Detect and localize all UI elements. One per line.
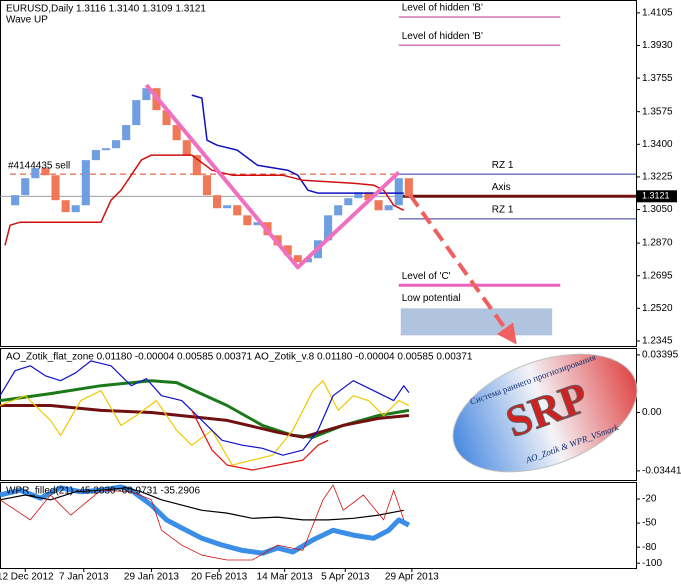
x-tick-label: 7 Jan 2013 bbox=[59, 572, 109, 583]
y-tick-label: 0.00 bbox=[642, 407, 662, 418]
price-bar bbox=[394, 178, 403, 206]
y-tick-label: -50 bbox=[642, 518, 657, 529]
y-tick-label: 1.3575 bbox=[642, 106, 673, 117]
price-bar bbox=[192, 155, 201, 176]
price-bar bbox=[384, 205, 393, 211]
y-tick-label: 1.3930 bbox=[642, 40, 673, 51]
price-bar bbox=[253, 222, 262, 226]
price-bar bbox=[81, 160, 90, 206]
price-bar bbox=[41, 168, 50, 176]
indicator-line bbox=[191, 410, 329, 471]
price-bar bbox=[334, 205, 343, 216]
level-label: Level of hidden 'B' bbox=[402, 31, 483, 42]
price-bar bbox=[354, 192, 363, 199]
annotation: #4144435 sell bbox=[8, 160, 70, 171]
y-tick-label: 1.3225 bbox=[642, 172, 673, 183]
y-tick-label: 1.2520 bbox=[642, 303, 673, 314]
level-label: Level of 'C' bbox=[402, 271, 451, 282]
level-label: Axis bbox=[492, 182, 511, 193]
y-tick-label: 1.3400 bbox=[642, 139, 673, 150]
indicator-line bbox=[0, 360, 410, 456]
indicator-line bbox=[0, 484, 405, 561]
current-price-box bbox=[637, 190, 677, 203]
price-bar bbox=[223, 205, 232, 209]
y-tick-label: -100 bbox=[642, 558, 662, 569]
x-tick-label: 29 Jan 2013 bbox=[124, 572, 179, 583]
price-bar bbox=[213, 195, 222, 209]
price-bar bbox=[283, 245, 292, 256]
price-bar bbox=[31, 168, 40, 179]
y-tick-label: -80 bbox=[642, 542, 657, 553]
price-bar bbox=[344, 198, 353, 206]
current-price-label: 1.3121 bbox=[642, 191, 670, 201]
price-bar bbox=[21, 178, 30, 196]
price-bar bbox=[61, 200, 70, 213]
panel-frame bbox=[0, 0, 637, 347]
panel-title: AO_Zotik_flat_zone 0.01180 -0.00004 0.00… bbox=[6, 352, 473, 363]
x-tick-label: 14 Mar 2013 bbox=[257, 572, 314, 583]
low-potential-zone bbox=[400, 308, 553, 336]
y-tick-label: 1.3755 bbox=[642, 73, 673, 84]
panel-frame bbox=[0, 348, 637, 481]
price-bar bbox=[91, 150, 100, 161]
price-bar bbox=[112, 140, 121, 149]
indicator-line bbox=[0, 487, 404, 521]
y-tick-label: -20 bbox=[642, 494, 657, 505]
panel-title: WPR_filled(21) -45.2830 -60.9731 -35.290… bbox=[6, 486, 200, 497]
x-tick-label: 5 Apr 2013 bbox=[321, 572, 370, 583]
price-bar bbox=[404, 178, 413, 197]
price-bar bbox=[293, 255, 302, 263]
indicator-line bbox=[144, 83, 401, 270]
price-bar bbox=[172, 125, 181, 141]
price-bar bbox=[162, 110, 171, 126]
price-bar bbox=[243, 215, 252, 226]
panel-frame bbox=[0, 482, 637, 569]
zone-label: Low potential bbox=[402, 293, 461, 304]
forecast-arrow bbox=[408, 193, 517, 345]
price-bar bbox=[233, 205, 242, 216]
y-tick-label: 1.2870 bbox=[642, 238, 673, 249]
price-bar bbox=[374, 200, 383, 211]
y-tick-label: -0.03441 bbox=[642, 465, 681, 476]
indicator-line bbox=[191, 94, 404, 194]
price-bar bbox=[51, 175, 60, 201]
price-bar bbox=[122, 125, 131, 141]
y-tick-label: 1.4105 bbox=[642, 8, 673, 19]
y-tick-label: 1.3050 bbox=[642, 204, 673, 215]
price-bar bbox=[182, 140, 191, 156]
level-label: Level of hidden 'B' bbox=[402, 3, 483, 14]
price-bar bbox=[364, 192, 373, 201]
price-bar bbox=[202, 175, 211, 196]
level-label: RZ 1 bbox=[492, 205, 514, 216]
price-bar bbox=[11, 195, 20, 206]
price-bar bbox=[101, 148, 111, 151]
logo-ellipse bbox=[452, 353, 638, 473]
price-bar bbox=[71, 205, 80, 213]
indicator-line bbox=[4, 154, 405, 246]
x-tick-label: 29 Apr 2013 bbox=[385, 572, 439, 583]
x-tick-label: 20 Feb 2013 bbox=[191, 572, 248, 583]
price-bar bbox=[142, 88, 151, 101]
panel-title: EURUSD,Daily 1.3116 1.3140 1.3109 1.3121 bbox=[6, 4, 206, 15]
price-bar bbox=[132, 100, 141, 126]
price-bar bbox=[324, 215, 333, 241]
panel-subtitle: Wave UP bbox=[6, 15, 48, 26]
x-tick-label: 12 Dec 2012 bbox=[0, 572, 54, 583]
y-tick-label: 1.2695 bbox=[642, 270, 673, 281]
indicator-line bbox=[0, 380, 410, 466]
y-tick-label: 0.03395 bbox=[642, 350, 679, 361]
indicator-line bbox=[0, 404, 410, 439]
y-tick-label: 1.2345 bbox=[642, 336, 673, 347]
level-label: RZ 1 bbox=[492, 160, 514, 171]
